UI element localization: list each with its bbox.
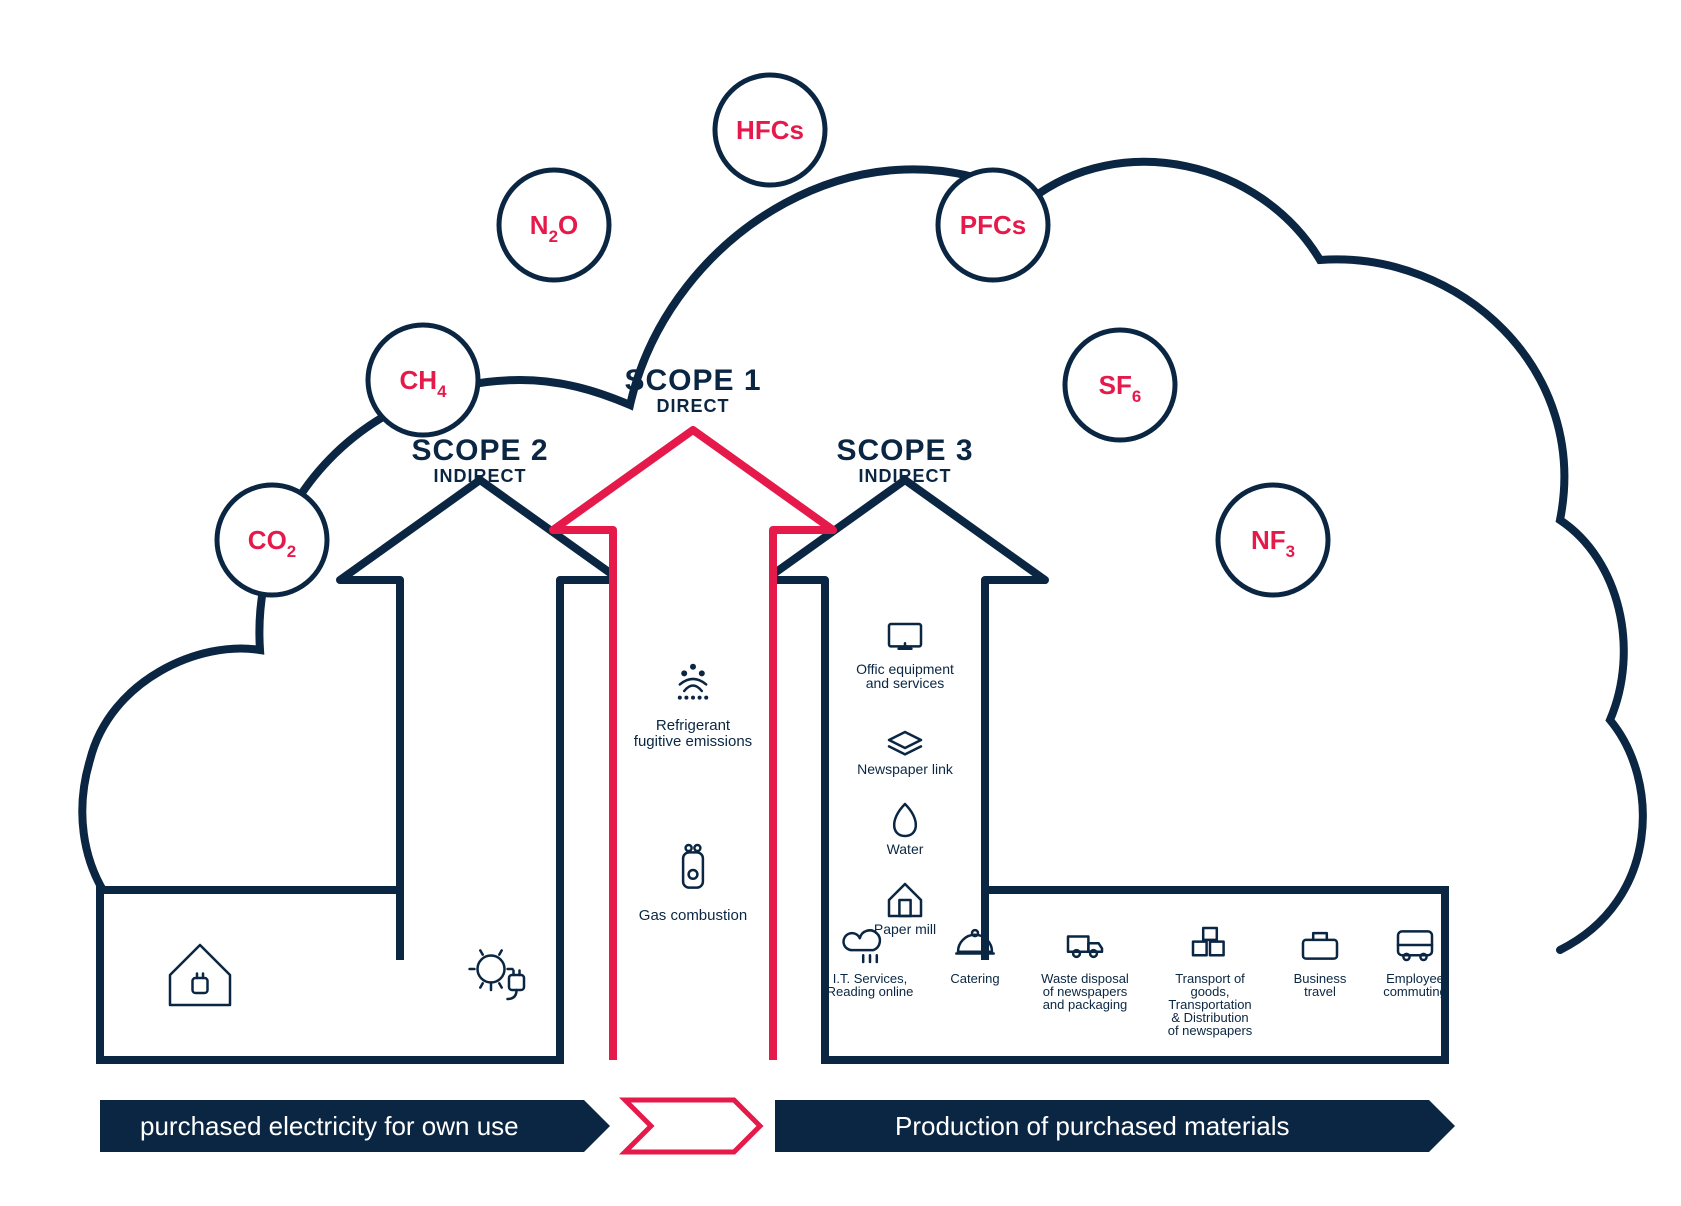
scope3-row-item-3: Transport ofgoods,Transportation& Distri… <box>1168 971 1253 1038</box>
scope1-subtitle: DIRECT <box>657 396 730 416</box>
gas-co2: CO2 <box>217 485 327 595</box>
gas-nf3: NF3 <box>1218 485 1328 595</box>
scope3-col-item-2: Water <box>887 841 924 857</box>
gas-ch4: CH4 <box>368 325 478 435</box>
banner-right-text: Production of purchased materials <box>895 1111 1290 1141</box>
svg-text:PFCs: PFCs <box>960 210 1026 240</box>
scope3-row-item-1: Catering <box>950 971 999 986</box>
banner-left-text: purchased electricity for own use <box>140 1111 519 1141</box>
scope3-subtitle: INDIRECT <box>859 466 952 486</box>
banner-middle <box>625 1100 760 1152</box>
gas-n2: N2O <box>499 170 609 280</box>
scope1-title: SCOPE 1 <box>624 364 761 397</box>
scope3-col-item-3: Paper mill <box>874 921 936 937</box>
gas-hfcs: HFCs <box>715 75 825 185</box>
gas-pfcs: PFCs <box>938 170 1048 280</box>
scope3-row-item-5: Employeecommuting <box>1383 971 1447 999</box>
scope3-title: SCOPE 3 <box>836 434 973 467</box>
scope2-subtitle: INDIRECT <box>434 466 527 486</box>
scope3-row-item-2: Waste disposalof newspapersand packaging <box>1041 971 1129 1012</box>
scope3-col-item-1: Newspaper link <box>857 761 954 777</box>
scope1-item-1: Gas combustion <box>639 907 747 924</box>
scope2-title: SCOPE 2 <box>411 434 548 467</box>
scope3-row-item-0: I.T. Services,Reading online <box>827 971 914 999</box>
scope3-col-item-0: Offic equipmentand services <box>856 661 954 691</box>
gas-sf6: SF6 <box>1065 330 1175 440</box>
svg-text:HFCs: HFCs <box>736 115 804 145</box>
